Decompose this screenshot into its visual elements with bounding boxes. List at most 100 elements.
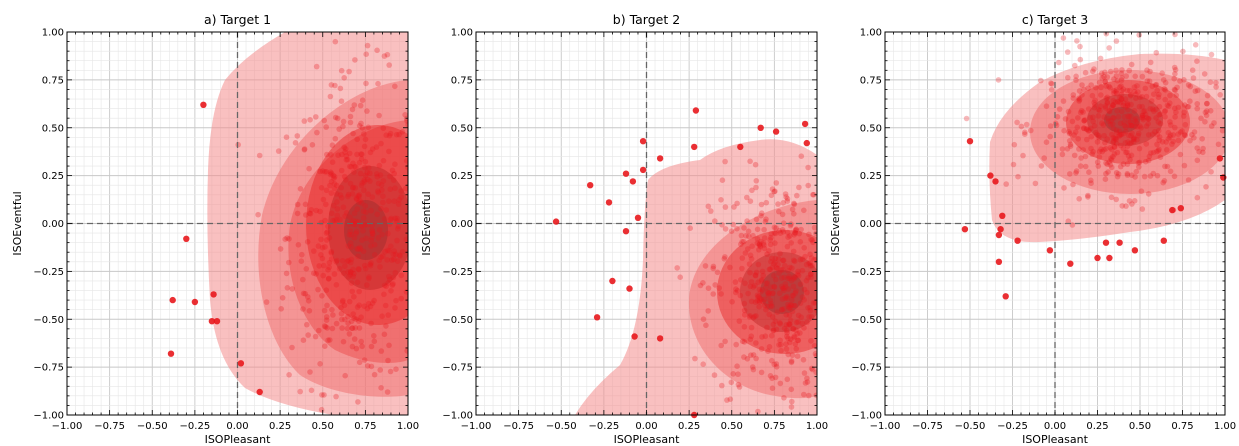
scatter-point [353, 164, 359, 170]
scatter-point [785, 267, 791, 274]
x-tick-label: 0.00 [1044, 421, 1066, 432]
scatter-point [359, 97, 366, 103]
scatter-point [743, 233, 749, 239]
scatter-point [1134, 120, 1140, 127]
scatter-point [1128, 132, 1134, 139]
scatter-point [739, 239, 745, 245]
scatter-point [1064, 49, 1071, 55]
scatter-point [779, 275, 785, 281]
scatter-point [781, 395, 787, 401]
outlier-points [167, 101, 263, 396]
scatter-point [1146, 78, 1153, 84]
scatter-point [323, 124, 330, 130]
x-tick-labels: −1.00 −0.75 −0.50 −0.25 0.00 0.25 0.50 0.75 1.00 [52, 421, 419, 432]
scatter-point [1151, 108, 1157, 114]
scatter-point [1098, 84, 1104, 91]
scatter-point [286, 259, 292, 266]
scatter-point [749, 364, 756, 370]
scatter-point [750, 315, 757, 321]
scatter-point [304, 321, 310, 328]
scatter-point [780, 267, 786, 273]
scatter-point [1156, 146, 1162, 153]
scatter-point [328, 152, 334, 158]
scatter-point [1102, 78, 1108, 85]
scatter-point [1115, 98, 1121, 105]
scatter-point [771, 361, 777, 368]
scatter-point [1113, 127, 1120, 134]
scatter-point [1159, 70, 1165, 76]
scatter-point [1156, 134, 1163, 140]
scatter-point [358, 223, 365, 229]
scatter-point [314, 129, 320, 136]
scatter-point [768, 231, 774, 237]
scatter-point [326, 275, 332, 282]
scatter-point [275, 148, 282, 154]
scatter-point [316, 327, 322, 334]
scatter-point [376, 227, 383, 233]
scatter-point [1098, 70, 1105, 77]
scatter-point [788, 240, 794, 246]
scatter-point [323, 169, 330, 175]
scatter-point [321, 117, 328, 124]
scatter-point [333, 259, 340, 265]
scatter-point [770, 327, 777, 333]
scatter-point [1110, 115, 1116, 121]
scatter-point [351, 336, 358, 342]
scatter-point [300, 306, 306, 312]
scatter-point [1066, 138, 1073, 144]
scatter-point [1191, 129, 1198, 135]
scatter-point [754, 292, 761, 299]
scatter-point [324, 151, 330, 158]
scatter-point [1128, 113, 1134, 119]
scatter-point [255, 211, 261, 218]
y-tick-label: −0.75 [33, 363, 64, 374]
scatter-point [742, 250, 749, 256]
scatter-point [1145, 120, 1151, 127]
scatter-point [783, 346, 790, 352]
scatter-point [305, 294, 311, 300]
scatter-point [358, 156, 365, 162]
density-regions [575, 139, 817, 415]
scatter-point [791, 274, 797, 280]
scatter-point [785, 234, 791, 240]
x-axis-label: ISOPleasant [1022, 433, 1089, 446]
scatter-point [1082, 117, 1088, 123]
scatter-point [764, 324, 770, 331]
scatter-point [311, 270, 317, 277]
scatter-point [1143, 93, 1150, 100]
scatter-point [716, 285, 722, 291]
x-tick-label: 0.50 [721, 421, 743, 432]
scatter-point [810, 239, 816, 246]
scatter-point [1102, 176, 1109, 182]
scatter-point [1156, 137, 1162, 144]
scatter-point [359, 237, 365, 243]
scatter-point [730, 221, 736, 228]
scatter-point [357, 198, 363, 204]
scatter-point [771, 230, 778, 236]
scatter-point [364, 305, 371, 312]
scatter-point [1129, 130, 1135, 137]
scatter-point [802, 380, 809, 386]
scatter-point [769, 186, 776, 192]
scatter-point [1077, 109, 1084, 116]
scatter-point [392, 161, 398, 167]
scatter-point [1085, 194, 1091, 200]
scatter-point [356, 288, 363, 295]
scatter-point [386, 148, 392, 155]
scatter-point [389, 257, 395, 263]
scatter-point [386, 221, 393, 227]
scatter-point [768, 284, 774, 290]
scatter-point [1117, 84, 1123, 90]
scatter-point [321, 307, 328, 314]
scatter-point [1112, 135, 1118, 142]
scatter-point [368, 207, 374, 214]
scatter-point [405, 121, 408, 128]
scatter-point [1204, 100, 1210, 107]
scatter-point [388, 288, 394, 294]
scatter-point [744, 194, 750, 201]
scatter-point [705, 285, 712, 292]
scatter-point [325, 276, 332, 282]
scatter-point [1123, 149, 1129, 156]
scatter-point [1047, 133, 1053, 140]
scatter-point [321, 392, 327, 398]
